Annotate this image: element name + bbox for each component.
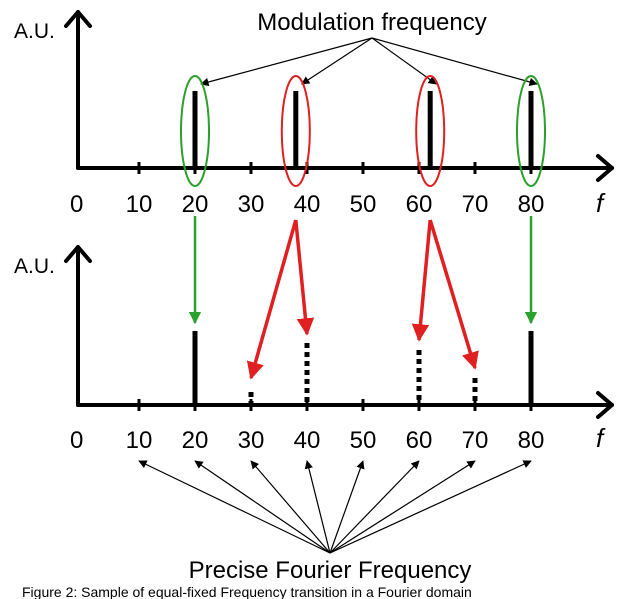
peak-ring-38 [280,75,311,187]
modulation-pointer-20 [200,37,373,87]
bottom-x-axis-arrowhead [596,391,614,419]
bottom-tick-label-40: 40 [294,427,321,454]
modulation-pointer-38 [301,37,373,85]
bottom-bins [192,331,534,405]
modulation-frequency-label: Modulation frequency [257,9,486,36]
top-tick-label-0: 0 [70,191,83,218]
fourier-pointer-40 [304,460,331,554]
modulation-pointer-62 [371,37,437,85]
fourier-pointer-60 [329,460,420,554]
bottom-y-axis-label: A.U. [14,255,55,278]
bottom-x-axis-label: f [596,423,606,453]
peak-ring-62 [415,75,446,187]
bottom-tick-label-10: 10 [126,427,153,454]
bottom-tick-label-50: 50 [350,427,377,454]
bottom-tick-label-70: 70 [462,427,489,454]
bottom-panel: A.U. 0 10 20 30 40 50 60 70 80 f Precise Fourier… [14,245,614,584]
mapping-arrow-38-to-30 [246,219,298,380]
top-tick-label-80: 80 [518,191,545,218]
top-tick-label-70: 70 [462,191,489,218]
peak-ring-80 [516,75,546,187]
fourier-pointer-20 [194,460,331,554]
top-y-axis-label: A.U. [14,20,55,43]
bottom-tick-label-20: 20 [182,427,209,454]
top-tick-label-20: 20 [182,191,209,218]
top-tick-label-50: 50 [350,191,377,218]
top-x-axis-arrowhead [596,154,614,182]
mapping-arrow-62-to-70 [428,219,479,370]
peak-ring-20 [180,75,210,187]
modulation-pointer-arrows [200,37,538,87]
fourier-pointer-50 [329,460,365,554]
precise-fourier-frequency-label: Precise Fourier Frequency [189,557,472,584]
top-tick-labels: 0 10 20 30 40 50 60 70 80 [70,191,544,218]
top-y-axis-arrowhead [64,10,92,28]
bottom-tick-label-60: 60 [406,427,433,454]
figure-caption: Figure 2: Sample of equal-fixed Frequenc… [22,584,472,599]
fourier-pointer-arrows [138,460,532,554]
mapping-arrow-38-to-40 [294,219,315,336]
bottom-y-axis-arrowhead [64,245,92,263]
top-tick-label-40: 40 [294,191,321,218]
fourier-pointer-10 [138,460,331,554]
top-tick-label-30: 30 [238,191,265,218]
mapping-arrows [188,216,538,380]
mapping-arrow-62-to-60 [411,219,432,342]
top-tick-label-60: 60 [406,191,433,218]
top-tick-label-10: 10 [126,191,153,218]
top-peaks [180,75,546,187]
fourier-pointer-30 [250,460,331,554]
bottom-tick-label-30: 30 [238,427,265,454]
fourier-pointer-80 [329,460,532,554]
top-panel: A.U. Modulation frequency 0 10 20 30 40 50 60 7… [14,9,614,218]
bottom-tick-label-80: 80 [518,427,545,454]
modulation-pointer-80 [371,37,538,87]
top-x-axis-label: f [596,188,606,218]
bottom-tick-label-0: 0 [70,427,83,454]
fourier-pointer-70 [329,460,476,554]
bottom-tick-labels: 0 10 20 30 40 50 60 70 80 [70,427,544,454]
